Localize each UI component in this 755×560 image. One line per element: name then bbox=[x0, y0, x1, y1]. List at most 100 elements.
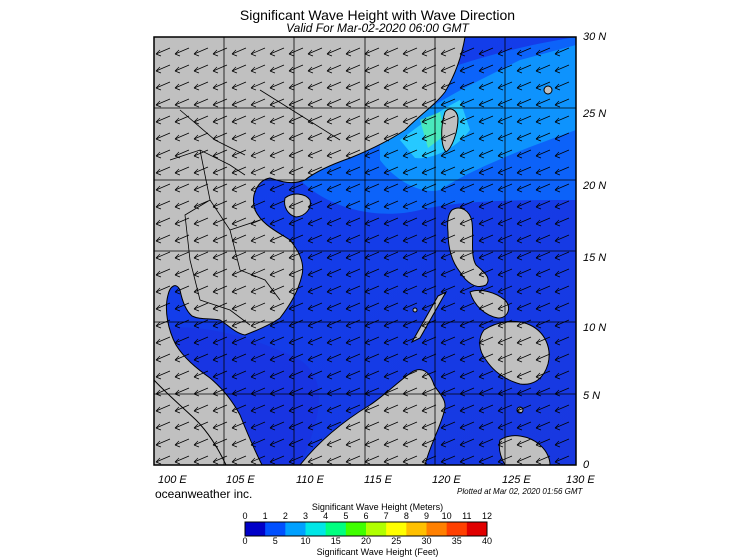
direction-arrow bbox=[326, 421, 342, 431]
direction-arrow bbox=[478, 455, 494, 465]
direction-arrow bbox=[440, 336, 456, 346]
direction-arrow bbox=[421, 183, 437, 193]
direction-arrow bbox=[155, 404, 171, 414]
direction-arrow bbox=[535, 47, 551, 57]
direction-arrow bbox=[174, 387, 190, 397]
lat-label-20n: 20 N bbox=[583, 180, 607, 192]
direction-arrow bbox=[478, 268, 494, 278]
direction-arrow bbox=[288, 183, 304, 193]
direction-arrow bbox=[193, 200, 209, 210]
direction-arrow bbox=[288, 81, 304, 91]
direction-arrow bbox=[554, 404, 570, 414]
direction-arrow bbox=[326, 200, 342, 210]
direction-arrow bbox=[440, 64, 456, 74]
direction-arrow bbox=[459, 132, 475, 142]
direction-arrow bbox=[421, 64, 437, 74]
lat-label-15n: 15 N bbox=[583, 252, 607, 264]
direction-arrow bbox=[231, 166, 247, 176]
direction-arrow bbox=[288, 387, 304, 397]
direction-arrow bbox=[554, 438, 570, 448]
direction-arrow bbox=[459, 98, 475, 108]
direction-arrow bbox=[288, 64, 304, 74]
direction-arrow bbox=[193, 353, 209, 363]
valid-time: Valid For Mar-02-2020 06:00 GMT bbox=[286, 21, 469, 35]
direction-arrow bbox=[174, 47, 190, 57]
direction-arrow bbox=[535, 404, 551, 414]
direction-arrow bbox=[155, 302, 171, 312]
direction-arrow bbox=[250, 285, 266, 295]
direction-arrow bbox=[231, 234, 247, 244]
direction-arrow bbox=[421, 234, 437, 244]
land-hainan bbox=[284, 193, 311, 218]
direction-arrow bbox=[345, 285, 361, 295]
direction-arrow bbox=[250, 370, 266, 380]
direction-arrow bbox=[554, 387, 570, 397]
direction-arrow bbox=[364, 64, 380, 74]
direction-arrow bbox=[478, 81, 494, 91]
direction-arrow bbox=[459, 115, 475, 125]
direction-arrow bbox=[554, 47, 570, 57]
direction-arrow bbox=[174, 455, 190, 465]
direction-arrow bbox=[193, 404, 209, 414]
direction-arrow bbox=[155, 285, 171, 295]
direction-arrow bbox=[459, 438, 475, 448]
direction-arrow bbox=[345, 98, 361, 108]
direction-arrow bbox=[440, 115, 456, 125]
direction-arrow bbox=[307, 421, 323, 431]
direction-arrow bbox=[535, 166, 551, 176]
direction-arrow bbox=[402, 149, 418, 159]
lon-label-115e: 115 E bbox=[364, 474, 392, 486]
direction-arrow bbox=[459, 200, 475, 210]
direction-arrow bbox=[402, 217, 418, 227]
direction-arrow bbox=[345, 336, 361, 346]
direction-arrow bbox=[497, 217, 513, 227]
map-frame bbox=[153, 36, 577, 466]
direction-arrow bbox=[345, 353, 361, 363]
direction-arrow bbox=[459, 285, 475, 295]
direction-arrow bbox=[174, 183, 190, 193]
direction-arrow bbox=[459, 64, 475, 74]
direction-arrow bbox=[250, 438, 266, 448]
direction-arrow bbox=[516, 200, 532, 210]
direction-arrow bbox=[516, 455, 532, 465]
direction-arrow bbox=[326, 319, 342, 329]
direction-arrow bbox=[345, 166, 361, 176]
direction-arrow bbox=[307, 251, 323, 261]
direction-arrow bbox=[174, 319, 190, 329]
feet-tick-label: 25 bbox=[391, 536, 402, 546]
direction-arrow bbox=[155, 149, 171, 159]
direction-arrow bbox=[440, 149, 456, 159]
direction-arrow bbox=[554, 200, 570, 210]
direction-arrow bbox=[231, 336, 247, 346]
direction-arrow bbox=[250, 268, 266, 278]
direction-arrow bbox=[402, 183, 418, 193]
direction-arrow bbox=[383, 183, 399, 193]
direction-arrow bbox=[345, 438, 361, 448]
direction-arrow bbox=[269, 149, 285, 159]
direction-arrow bbox=[212, 370, 228, 380]
direction-arrow bbox=[497, 438, 513, 448]
direction-arrow bbox=[402, 336, 418, 346]
direction-arrow bbox=[193, 302, 209, 312]
direction-arrow bbox=[250, 404, 266, 414]
direction-arrow bbox=[383, 421, 399, 431]
direction-arrow bbox=[193, 336, 209, 346]
direction-arrow bbox=[535, 387, 551, 397]
direction-arrow bbox=[269, 455, 285, 465]
direction-arrow bbox=[421, 98, 437, 108]
direction-arrow bbox=[497, 98, 513, 108]
direction-arrow bbox=[174, 251, 190, 261]
direction-arrow bbox=[383, 217, 399, 227]
direction-arrow bbox=[383, 370, 399, 380]
direction-arrow bbox=[364, 353, 380, 363]
direction-arrow bbox=[250, 217, 266, 227]
direction-arrow bbox=[497, 251, 513, 261]
direction-arrow bbox=[212, 115, 228, 125]
direction-arrow bbox=[440, 200, 456, 210]
direction-arrow bbox=[345, 455, 361, 465]
direction-arrow bbox=[364, 98, 380, 108]
direction-arrow bbox=[212, 166, 228, 176]
direction-arrow bbox=[345, 268, 361, 278]
direction-arrow bbox=[155, 115, 171, 125]
